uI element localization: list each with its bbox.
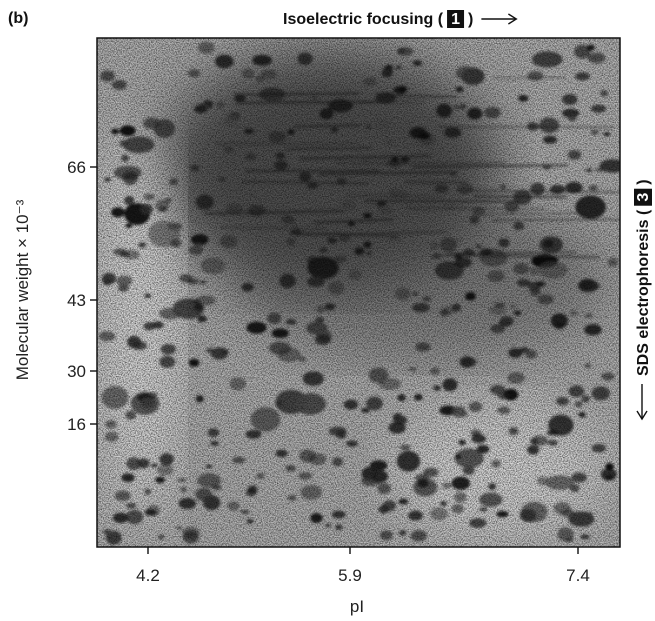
y-tick-label: 16 xyxy=(67,415,86,434)
arrow xyxy=(481,13,518,25)
y-axis-label: Molecular weight × 10⁻³ xyxy=(13,199,32,380)
step-box xyxy=(447,10,465,28)
step-box xyxy=(634,188,652,206)
panel-label: (b) xyxy=(8,10,28,27)
step-number: 1 xyxy=(451,11,460,28)
side-label: SDS electrophoresis ( xyxy=(635,209,652,376)
y-tick-label: 30 xyxy=(67,362,86,381)
x-tick-label: 7.4 xyxy=(566,566,590,585)
arrow xyxy=(636,384,648,421)
step-number: 3 xyxy=(635,193,652,202)
title: Isoelectric focusing ( xyxy=(283,11,444,28)
y-tick-label: 66 xyxy=(67,158,86,177)
side-label-close: ) xyxy=(635,179,652,184)
gel-frame xyxy=(96,37,621,548)
x-tick-label: 4.2 xyxy=(136,566,160,585)
gel-image xyxy=(97,38,620,547)
y-tick-label: 43 xyxy=(67,291,86,310)
side-label-group: SDS electrophoresis ( 3 ) xyxy=(634,179,652,421)
x-tick-label: 5.9 xyxy=(338,566,362,585)
x-axis-label: pI xyxy=(350,597,364,616)
title-group: Isoelectric focusing ( 1 ) xyxy=(283,10,518,28)
title-close: ) xyxy=(468,11,473,28)
